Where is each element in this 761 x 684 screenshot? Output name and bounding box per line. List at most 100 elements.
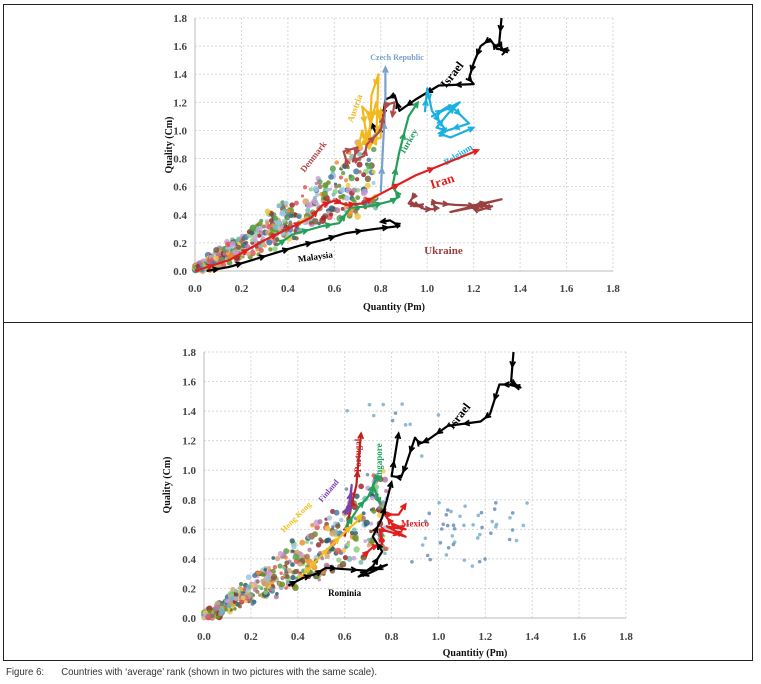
- scatter-point: [294, 236, 299, 241]
- trajectory-arrow: [212, 266, 221, 274]
- scatter-point: [237, 604, 242, 609]
- scatter-point: [446, 545, 451, 550]
- trajectory-arrow: [475, 48, 483, 57]
- trajectory-arrow: [382, 65, 389, 73]
- trajectory-arrow: [375, 563, 384, 571]
- scatter-point: [302, 198, 310, 205]
- scatter-cloud: [200, 402, 529, 621]
- trajectory-arrow: [378, 115, 386, 124]
- trajectory-arrow: [332, 536, 341, 545]
- trajectory-arrow: [357, 500, 365, 509]
- scatter-point: [304, 553, 310, 560]
- trajectory-arrow: [483, 36, 492, 44]
- scatter-point: [477, 559, 482, 564]
- trajectory-arrow: [293, 222, 302, 229]
- trajectory-arrow: [378, 166, 386, 175]
- scatter-point: [273, 594, 279, 600]
- scatter-point: [281, 219, 286, 224]
- scatter-point: [312, 185, 319, 193]
- scatter-point: [239, 582, 243, 586]
- scatter-point: [255, 589, 260, 594]
- trajectory-arrow: [385, 511, 394, 518]
- scatter-point: [289, 538, 295, 544]
- scatter-point: [268, 247, 273, 252]
- scatter-point: [263, 568, 268, 572]
- scatter-point: [284, 560, 290, 566]
- scatter-point: [361, 511, 366, 516]
- x-tick-label: 0.4: [291, 631, 305, 643]
- trajectory-arrow: [435, 427, 444, 435]
- scatter-point: [510, 528, 515, 532]
- scatter-point: [241, 255, 245, 259]
- trajectory-arrow: [469, 64, 477, 73]
- trajectory-arrow: [379, 506, 387, 515]
- scatter-point: [452, 527, 457, 531]
- scatter-point: [357, 151, 363, 157]
- scatter-point: [353, 199, 357, 204]
- trajectory-arrow: [453, 108, 462, 116]
- scatter-point: [349, 530, 355, 536]
- trajectory-arrow: [497, 24, 505, 33]
- x-tick-label: 0.6: [327, 283, 341, 295]
- trajectory-arrow: [472, 148, 481, 156]
- scatter-point: [234, 589, 238, 593]
- country-label: Israel: [444, 400, 473, 432]
- scatter-point: [289, 202, 295, 208]
- scatter-point: [337, 183, 342, 188]
- scatter-point: [345, 182, 351, 188]
- y-tick-label: 0.4: [173, 210, 187, 222]
- scatter-point: [296, 214, 302, 219]
- caption-text: Countries with ‘average’ rank (shown in …: [61, 666, 378, 678]
- scatter-point: [225, 249, 230, 253]
- y-axis-title: Quality (Cm): [164, 117, 175, 174]
- scatter-point: [282, 566, 286, 570]
- scatter-point: [479, 510, 484, 515]
- scatter-point: [295, 576, 299, 580]
- scatter-point: [317, 184, 323, 190]
- scatter-point: [358, 483, 364, 490]
- scatter-point: [279, 210, 286, 216]
- scatter-point: [252, 572, 258, 579]
- trajectory-arrow: [473, 201, 483, 208]
- scatter-point: [257, 234, 262, 238]
- scatter-point: [328, 174, 334, 180]
- scatter-point: [232, 249, 240, 256]
- x-tick-label: 0.2: [244, 631, 258, 643]
- figure-caption: Figure 6: Countries with ‘average’ rank (…: [6, 666, 377, 678]
- scatter-point: [293, 568, 299, 575]
- trajectory-arrow: [512, 383, 521, 391]
- x-tick-label: 1.0: [432, 631, 446, 643]
- trajectory-arrow: [270, 233, 279, 240]
- scatter-point: [316, 181, 321, 185]
- scatter-point: [367, 402, 372, 407]
- scatter-point: [364, 182, 371, 189]
- trajectory-arrow: [389, 197, 398, 205]
- y-tick-label: 0.8: [173, 154, 187, 166]
- trajectory-arrow: [346, 491, 354, 500]
- scatter-point: [328, 205, 336, 212]
- scatter-point: [371, 508, 377, 514]
- scatter-point: [298, 551, 304, 558]
- scatter-point: [393, 411, 398, 415]
- trajectory-arrow: [433, 114, 441, 123]
- trajectory-arrow: [281, 247, 290, 254]
- scatter-point: [493, 501, 498, 505]
- scatter-point: [333, 509, 340, 516]
- trajectory-arrow: [410, 192, 418, 201]
- trajectory-arrow: [378, 217, 387, 225]
- scatter-point: [275, 591, 279, 596]
- scatter-point: [271, 556, 276, 560]
- scatter-point: [354, 213, 361, 220]
- scatter-point: [284, 586, 288, 590]
- scatter-point: [318, 537, 323, 542]
- scatter-point: [209, 257, 215, 262]
- y-tick-label: 0.0: [173, 266, 187, 278]
- trajectory-arrow: [353, 148, 361, 157]
- scatter-point: [207, 609, 212, 614]
- scatter-point: [352, 534, 359, 542]
- trajectory-arrow: [353, 204, 362, 211]
- scatter-point: [344, 487, 349, 491]
- scatter-point: [462, 558, 467, 562]
- y-tick-label: 1.2: [173, 97, 187, 109]
- scatter-point: [222, 248, 227, 253]
